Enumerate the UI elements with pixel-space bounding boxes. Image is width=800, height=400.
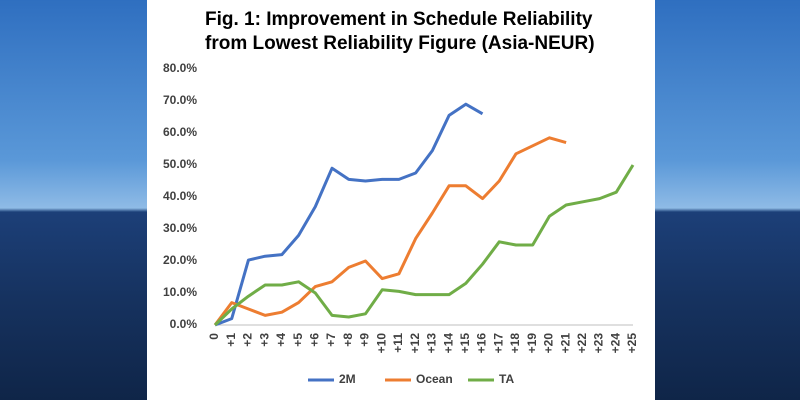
legend-label: TA	[499, 372, 514, 386]
y-tick-label: 70.0%	[163, 93, 197, 107]
y-tick-label: 20.0%	[163, 253, 197, 267]
x-tick-label: +4	[274, 333, 288, 347]
x-tick-label: +21	[558, 333, 572, 354]
x-tick-label: +9	[358, 333, 372, 347]
y-tick-label: 80.0%	[163, 61, 197, 75]
x-tick-label: 0	[207, 333, 221, 340]
series-line	[213, 164, 635, 327]
x-tick-label: +11	[391, 333, 405, 353]
series-line	[213, 136, 567, 326]
x-tick-label: +24	[608, 333, 622, 354]
x-tick-label: +13	[425, 333, 439, 354]
y-tick-label: 0.0%	[170, 317, 198, 331]
y-tick-label: 30.0%	[163, 221, 197, 235]
x-tick-label: +17	[491, 333, 505, 354]
x-tick-label: +10	[374, 333, 388, 354]
x-tick-label: +3	[257, 333, 271, 347]
chart-panel	[147, 0, 655, 400]
x-tick-label: +6	[307, 333, 321, 347]
y-tick-label: 60.0%	[163, 125, 197, 139]
legend-label: 2M	[339, 372, 356, 386]
legend-label: Ocean	[416, 372, 453, 386]
x-tick-label: +20	[542, 333, 556, 354]
x-tick-label: +18	[508, 333, 522, 354]
x-tick-label: +19	[525, 333, 539, 354]
x-tick-label: +5	[291, 333, 305, 347]
x-tick-label: +14	[441, 333, 455, 354]
x-tick-label: +22	[575, 333, 589, 354]
x-tick-label: +7	[324, 333, 338, 347]
x-tick-label: +12	[408, 333, 422, 354]
x-tick-label: +2	[241, 333, 255, 347]
chart-title: from Lowest Reliability Figure (Asia-NEU…	[205, 33, 595, 54]
x-tick-label: +15	[458, 333, 472, 354]
series-line	[214, 102, 484, 327]
y-tick-label: 40.0%	[163, 189, 197, 203]
x-tick-label: +16	[475, 333, 489, 354]
x-tick-label: +25	[625, 333, 639, 354]
x-tick-label: +8	[341, 333, 355, 347]
x-tick-label: +1	[224, 333, 238, 347]
y-tick-label: 10.0%	[163, 285, 197, 299]
chart-title: Fig. 1: Improvement in Schedule Reliabil…	[205, 9, 593, 30]
y-tick-label: 50.0%	[163, 157, 197, 171]
x-tick-label: +23	[592, 333, 606, 354]
